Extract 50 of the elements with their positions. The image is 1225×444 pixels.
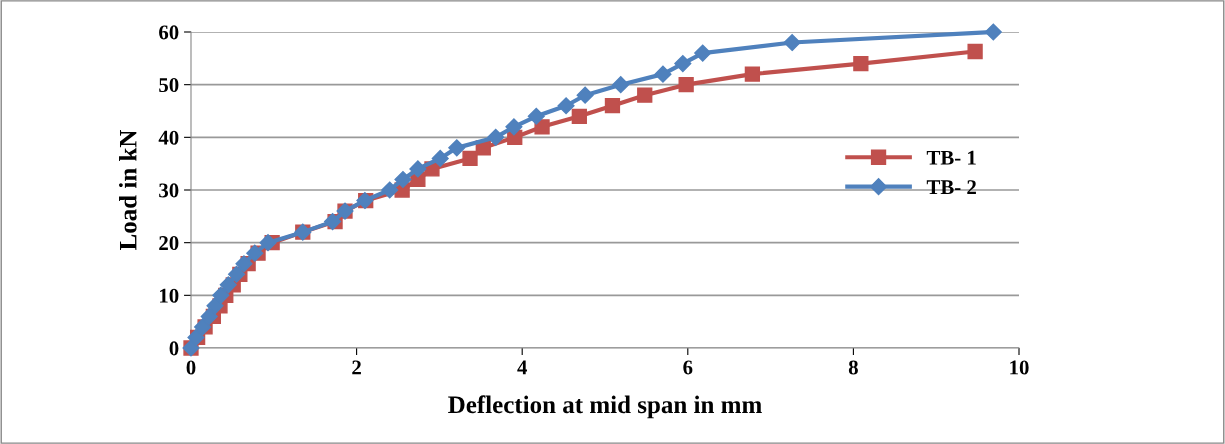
y-tick-label: 40 [158,130,179,145]
point [557,97,575,115]
x-axis-title: Deflection at mid span in mm [448,395,762,419]
point [571,108,587,124]
point [678,77,694,93]
y-tick-label: 10 [160,288,179,303]
point [227,265,246,283]
point [612,76,630,94]
point [462,150,478,167]
point [505,118,523,136]
point [984,23,1002,41]
point [694,44,712,62]
x-tick-label: 0 [186,360,196,375]
point [212,286,230,304]
point [783,33,801,52]
point [259,234,277,252]
point [654,65,672,83]
point [235,255,253,273]
y-tick-label: 50 [159,78,179,93]
point [448,139,466,157]
point [576,86,594,104]
point [534,119,550,135]
y-tick-label: 60 [159,25,179,40]
x-tick-label: 4 [517,360,528,375]
point [487,128,505,146]
point [394,170,412,189]
y-axis-title: Load in kN [119,129,137,251]
point [967,43,983,60]
x-tick-label: 8 [848,360,858,375]
point [744,66,761,82]
point [431,149,449,167]
legend-label: TB- 2 [926,180,976,195]
y-tick-label: 30 [159,183,179,198]
point [853,55,869,72]
x-tick-label: 2 [352,360,361,375]
y-tick-label: 20 [159,236,179,251]
point [527,107,545,125]
point [604,98,621,114]
point [674,55,692,73]
point [200,307,218,325]
point [206,297,224,315]
point [409,160,427,178]
point [219,276,237,294]
point [381,181,399,199]
point [637,87,653,103]
legend-label: TB- 1 [926,150,976,165]
y-tick-label: 0 [169,341,179,356]
x-tick-label: 10 [1010,360,1029,375]
point [246,244,264,262]
x-tick-label: 6 [683,360,693,375]
